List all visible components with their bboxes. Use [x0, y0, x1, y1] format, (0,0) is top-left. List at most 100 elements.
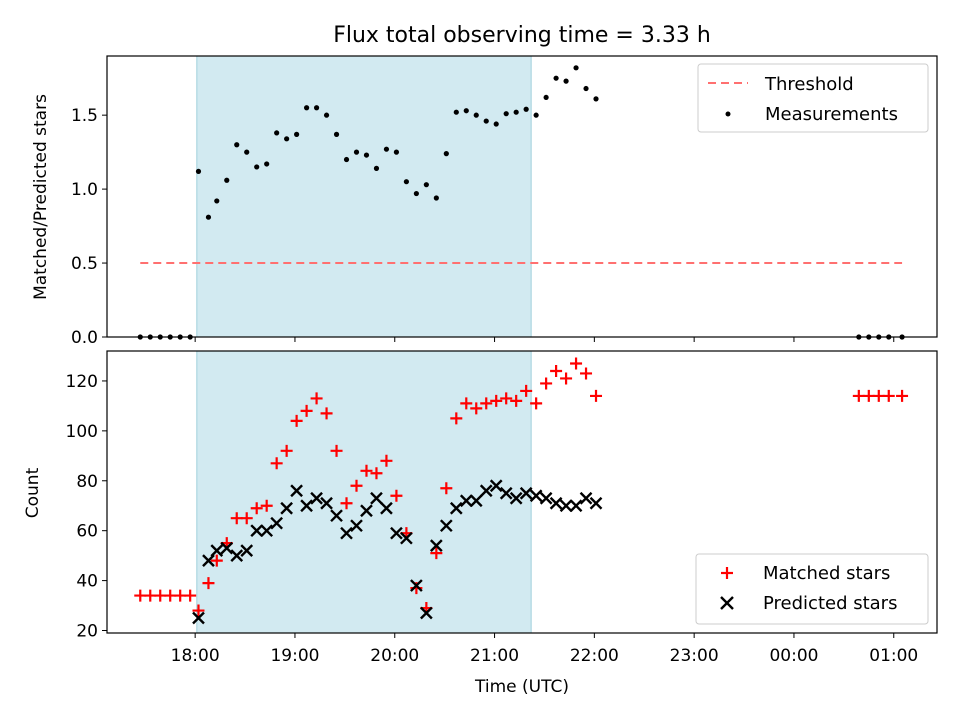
measurement-point [343, 156, 350, 163]
matched-star-point [590, 389, 603, 402]
measurement-point [234, 142, 240, 148]
top-y-tick-label: 0.0 [71, 328, 98, 348]
matched-star-point [882, 389, 895, 402]
matched-star-point [550, 364, 563, 377]
predicted-star-point [350, 519, 363, 533]
predicted-star-point [220, 541, 234, 555]
matched-star-point [896, 389, 909, 402]
predicted-star-point [390, 526, 403, 540]
measurement-point [473, 112, 479, 118]
measurement-point [195, 168, 202, 174]
measurement-point [533, 112, 539, 118]
bottom-legend: Matched stars Predicted stars [695, 553, 929, 625]
predicted-star-point [210, 544, 224, 557]
matched-star-point [530, 397, 543, 410]
predicted-star-point [469, 494, 483, 508]
predicted-star-point [290, 484, 303, 498]
matched-star-point [360, 464, 373, 477]
measurement-point [254, 164, 260, 170]
bottom-y-tick-label: 20 [76, 622, 98, 642]
predicted-star-point [280, 501, 293, 515]
bottom-panel: 20 40 60 80 100 120 18:00 19:00 20:00 21:00 22:00… [23, 350, 938, 697]
matched-star-point [300, 404, 313, 417]
measurement-point [353, 149, 360, 155]
predicted-star-point [230, 549, 244, 562]
bottom-y-tick-label: 40 [76, 572, 98, 592]
legend-predicted-swatch [720, 596, 734, 610]
top-legend-box [697, 63, 929, 133]
x-tick-label: 01:00 [869, 646, 918, 666]
predicted-star-point [400, 531, 413, 545]
top-y-axis-label: Matched/Predicted stars [31, 94, 51, 300]
figure-title: Flux total observing time = 3.33 h [333, 23, 711, 48]
matched-star-point [340, 497, 353, 510]
predicted-star-point [380, 501, 393, 515]
bottom-y-tick-label: 60 [76, 522, 98, 542]
matched-star-point [184, 589, 197, 602]
x-tick-label: 18:00 [171, 646, 220, 666]
predicted-star-point [300, 499, 313, 513]
matched-star-point [450, 412, 463, 425]
matched-star-point [390, 489, 403, 502]
predicted-star-point [459, 494, 473, 508]
predicted-star-point [192, 611, 205, 625]
predicted-star-point [529, 489, 543, 503]
measurement-point [214, 198, 220, 204]
predicted-star-point [539, 491, 553, 505]
matched-star-point [320, 407, 333, 420]
predicted-star-point [370, 491, 383, 505]
matched-star-point [570, 357, 583, 370]
measurement-point [513, 109, 519, 115]
measurement-point [393, 149, 400, 155]
measurement-point [403, 179, 409, 185]
predicted-star-point [559, 499, 573, 513]
measurement-point [264, 161, 270, 167]
measurement-point [205, 214, 212, 220]
matched-star-point [440, 482, 453, 495]
bottom-y-axis-label: Count [23, 467, 43, 518]
matched-star-point [370, 467, 383, 480]
matched-star-point [202, 577, 215, 590]
predicted-star-point [509, 491, 523, 505]
bottom-y-tick-label: 120 [66, 372, 98, 392]
measurement-point [423, 182, 429, 188]
matched-stars-series [134, 357, 909, 617]
legend-threshold-label: Threshold [764, 74, 854, 95]
matched-star-point [270, 457, 283, 470]
matched-star-point [500, 392, 513, 405]
x-tick-label: 21:00 [470, 646, 519, 666]
bottom-x-axis-label: Time (UTC) [474, 677, 569, 697]
bottom-x-axis: 18:00 19:00 20:00 21:00 22:00 23:00 00:00 01:00 [171, 633, 918, 666]
predicted-star-point [270, 516, 284, 530]
x-tick-label: 00:00 [769, 646, 818, 666]
predicted-star-point [410, 579, 423, 592]
measurement-point [413, 190, 419, 197]
measurement-point [224, 177, 230, 183]
predicted-star-point [240, 544, 254, 557]
measurement-point [523, 106, 529, 112]
predicted-star-point [420, 606, 433, 620]
x-tick-label: 22:00 [570, 646, 619, 666]
top-shaded-span [196, 55, 532, 338]
measurement-point [363, 152, 370, 158]
measurement-point [583, 85, 589, 92]
top-panel: 0.0 0.5 1.0 1.5 Matched/Predicted stars Thr… [31, 55, 938, 348]
legend-measurements-swatch [725, 111, 731, 117]
measurement-point [503, 111, 509, 117]
predicted-star-point [340, 526, 353, 540]
measurement-point [294, 131, 300, 137]
predicted-star-point [549, 496, 563, 510]
measurement-point [383, 146, 390, 152]
predicted-star-point [499, 486, 513, 500]
predicted-star-point [449, 501, 463, 515]
bottom-y-axis: 20 40 60 80 100 120 [66, 372, 107, 642]
measurement-point [483, 118, 489, 124]
predicted-star-point [489, 479, 503, 493]
predicted-star-point [579, 491, 593, 505]
matched-star-point [430, 547, 443, 560]
matched-star-point [260, 499, 273, 512]
top-x-axis [194, 337, 895, 342]
measurement-point [323, 112, 330, 118]
measurement-point [543, 94, 549, 101]
measurement-point [333, 131, 340, 137]
